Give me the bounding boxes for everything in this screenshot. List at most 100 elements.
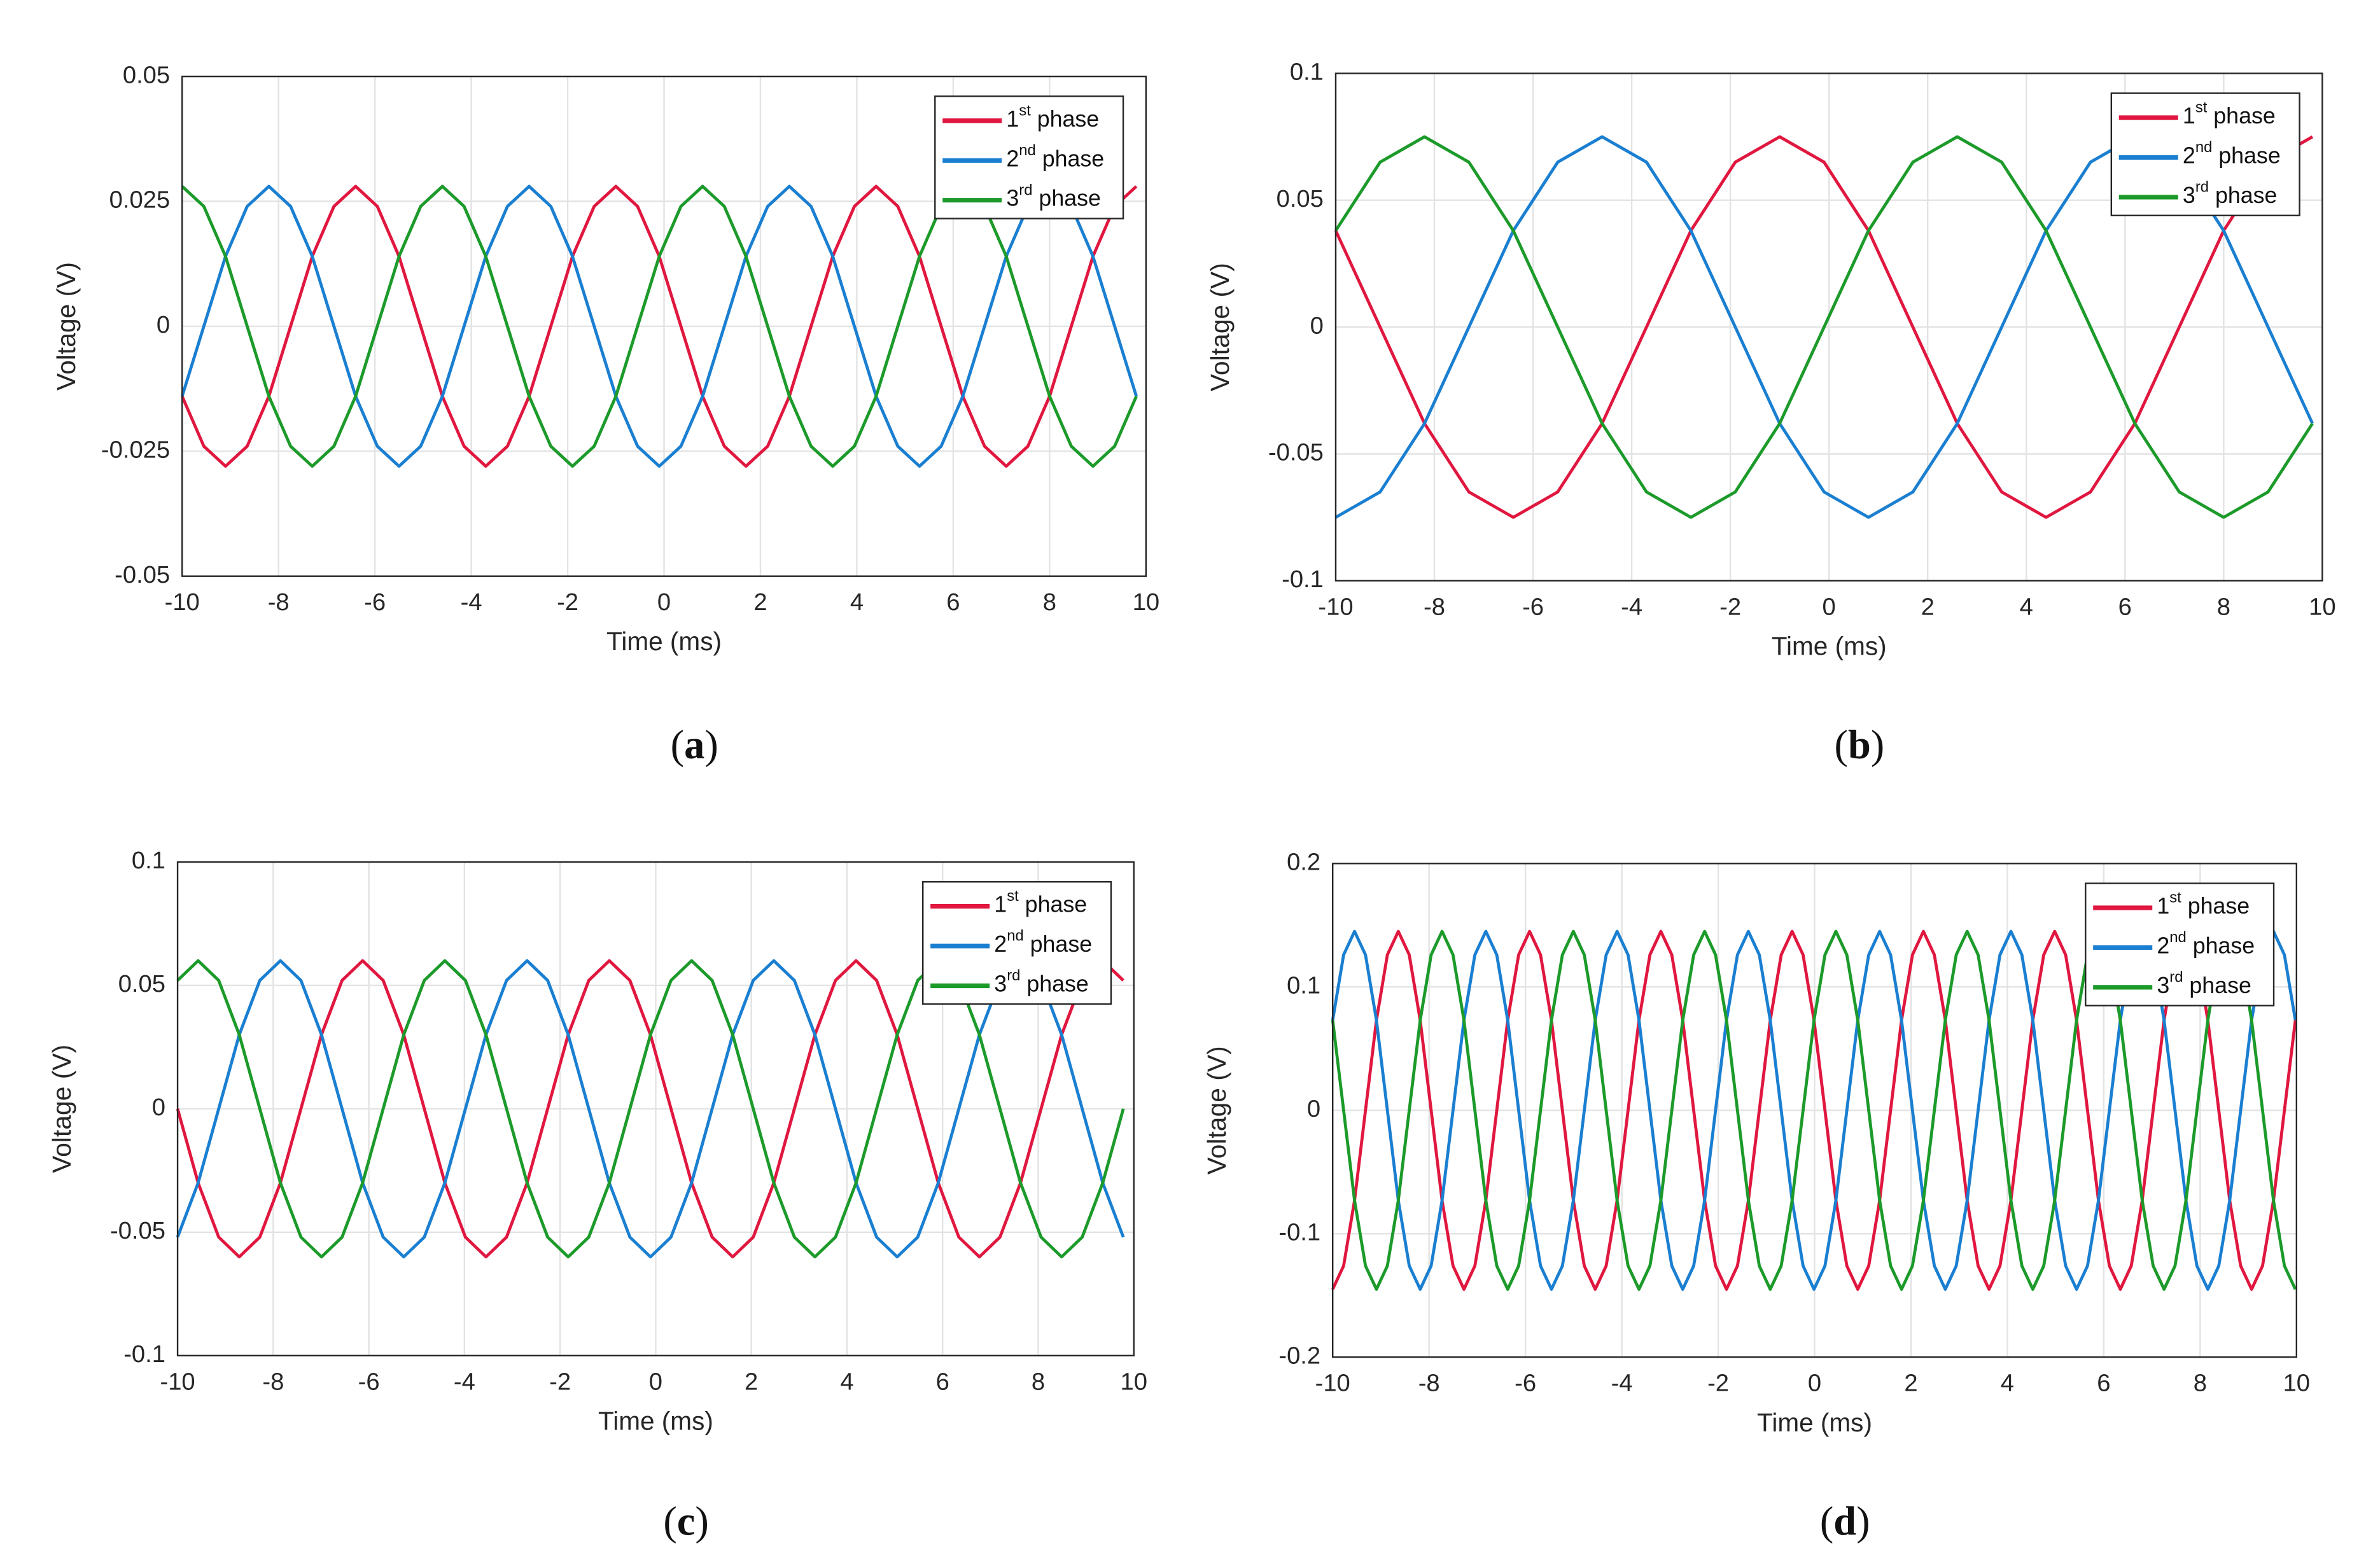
data-line (1334, 135, 2314, 519)
x-tick-label: -10 (160, 1368, 195, 1395)
x-tick-label: 2 (1921, 593, 1935, 620)
y-tick-label: -0.05 (1268, 439, 1324, 466)
x-tick-label: 4 (850, 588, 864, 616)
y-tick-label: 0 (1310, 312, 1324, 339)
y-tick-label: 0 (152, 1094, 165, 1121)
y-tick-label: 0.05 (123, 61, 170, 88)
legend-label: 3rd phase (994, 967, 1088, 997)
y-axis-label: Voltage (V) (1202, 1046, 1231, 1174)
legend: 1st phase 2nd phase 3rd phase (2085, 882, 2275, 1006)
x-tick-label: -4 (454, 1368, 475, 1395)
y-tick-label: -0.1 (1282, 566, 1324, 593)
x-tick-label: -8 (268, 588, 290, 616)
legend-label: 2nd phase (2183, 139, 2281, 169)
y-tick-label: 0.1 (132, 847, 165, 874)
legend-label: 2nd phase (2157, 929, 2255, 959)
y-tick-label: 0 (1307, 1095, 1320, 1122)
y-tick-label: 0.2 (1287, 848, 1320, 875)
data-line (1334, 135, 2314, 519)
x-tick-label: -2 (1719, 593, 1741, 620)
x-tick-label: 4 (2001, 1370, 2014, 1397)
y-axis-label: Voltage (V) (47, 1045, 76, 1173)
y-tick-label: -0.05 (110, 1217, 165, 1244)
x-axis-label: Time (ms) (606, 627, 722, 656)
x-tick-label: -6 (1515, 1370, 1536, 1397)
legend-box (922, 880, 1112, 1005)
x-tick-label: -2 (1707, 1370, 1729, 1397)
legend-label: 1st phase (2157, 889, 2250, 919)
x-tick-label: 4 (2020, 593, 2033, 620)
legend: 1st phase 2nd phase 3rd phase (922, 880, 1112, 1005)
x-tick-label: 10 (1121, 1368, 1147, 1395)
x-tick-label: 0 (649, 1368, 662, 1395)
y-tick-label: 0.025 (109, 186, 171, 214)
subplot: -10 -8 -6 -4 -2 0 2 4 6 8 10 -0.2 -0.1 0 0.1 0.2 Time (m… (1202, 848, 2310, 1543)
x-tick-label: 10 (2283, 1370, 2310, 1397)
plot-frame (181, 75, 1147, 577)
y-axis-label: Voltage (V) (52, 262, 81, 391)
y-tick-label: -0.1 (1278, 1218, 1320, 1246)
y-tick-label: 0.05 (118, 970, 165, 998)
x-axis-label: Time (ms) (598, 1406, 713, 1435)
x-tick-label: -6 (364, 588, 386, 616)
data-line (176, 959, 1125, 1259)
x-axis-label: Time (ms) (1772, 631, 1887, 660)
y-tick-label: -0.1 (123, 1340, 165, 1368)
y-tick-label: 0.05 (1277, 185, 1324, 212)
x-tick-label: 10 (2309, 593, 2335, 620)
legend-label: 2nd phase (994, 928, 1092, 957)
legend-label: 3rd phase (2183, 179, 2277, 209)
legend-label: 1st phase (994, 887, 1087, 917)
x-tick-label: 0 (1808, 1370, 1821, 1397)
x-tick-label: -6 (1522, 593, 1544, 620)
x-tick-label: 8 (1043, 588, 1056, 616)
data-line (180, 184, 1138, 468)
x-tick-label: 0 (1823, 593, 1836, 620)
x-tick-label: 6 (2097, 1370, 2110, 1397)
subplot: -10 -8 -6 -4 -2 0 2 4 6 8 10 -0.1 -0.05 0 0.05 0.1 Time … (47, 847, 1147, 1544)
legend-label: 3rd phase (2157, 969, 2251, 999)
x-tick-label: 8 (1032, 1368, 1045, 1395)
plot-frame (1334, 73, 2323, 582)
y-tick-label: -0.025 (101, 436, 170, 463)
x-tick-label: 2 (1904, 1370, 1917, 1397)
legend-label: 1st phase (1006, 102, 1099, 132)
subplot: -10 -8 -6 -4 -2 0 2 4 6 8 10 -0.1 -0.05 0 0.05 0.1 Time … (1205, 58, 2336, 767)
x-tick-label: -4 (1611, 1370, 1633, 1397)
subplot: -10 -8 -6 -4 -2 0 2 4 6 8 10 -0.05 -0.025 0 0.025 0.05 T… (52, 61, 1159, 767)
y-axis-label: Voltage (V) (1205, 263, 1235, 391)
x-tick-label: -2 (557, 588, 578, 616)
caption: (c) (663, 1498, 708, 1543)
x-tick-label: 2 (745, 1368, 758, 1395)
x-tick-label: -4 (1621, 593, 1642, 620)
caption: (b) (1835, 721, 1885, 767)
plot-frame (1332, 863, 2298, 1358)
legend-label: 3rd phase (1006, 182, 1100, 212)
x-tick-label: 4 (840, 1368, 853, 1395)
x-tick-label: 6 (936, 1368, 949, 1395)
x-tick-label: -10 (165, 588, 200, 616)
y-tick-label: -0.2 (1278, 1342, 1320, 1369)
x-tick-label: -8 (1424, 593, 1445, 620)
y-tick-label: -0.05 (115, 561, 170, 588)
x-tick-label: 6 (946, 588, 960, 616)
x-tick-label: -8 (1418, 1370, 1440, 1397)
x-tick-label: 2 (753, 588, 767, 616)
y-tick-label: 0 (157, 311, 170, 338)
y-tick-label: 0.1 (1287, 971, 1320, 999)
legend: 1st phase 2nd phase 3rd phase (934, 95, 1124, 219)
x-tick-label: -2 (549, 1368, 571, 1395)
legend: 1st phase 2nd phase 3rd phase (2110, 92, 2300, 216)
x-tick-label: -8 (262, 1368, 284, 1395)
data-line (1331, 929, 2297, 1291)
plot-frame (176, 861, 1135, 1357)
legend-label: 2nd phase (1006, 142, 1104, 172)
legend-label: 1st phase (2183, 99, 2276, 129)
caption: (d) (1820, 1498, 1870, 1543)
x-tick-label: -10 (1318, 593, 1353, 620)
x-tick-label: 8 (2194, 1370, 2207, 1397)
x-tick-label: 8 (2217, 593, 2230, 620)
y-tick-label: 0.1 (1290, 58, 1324, 85)
